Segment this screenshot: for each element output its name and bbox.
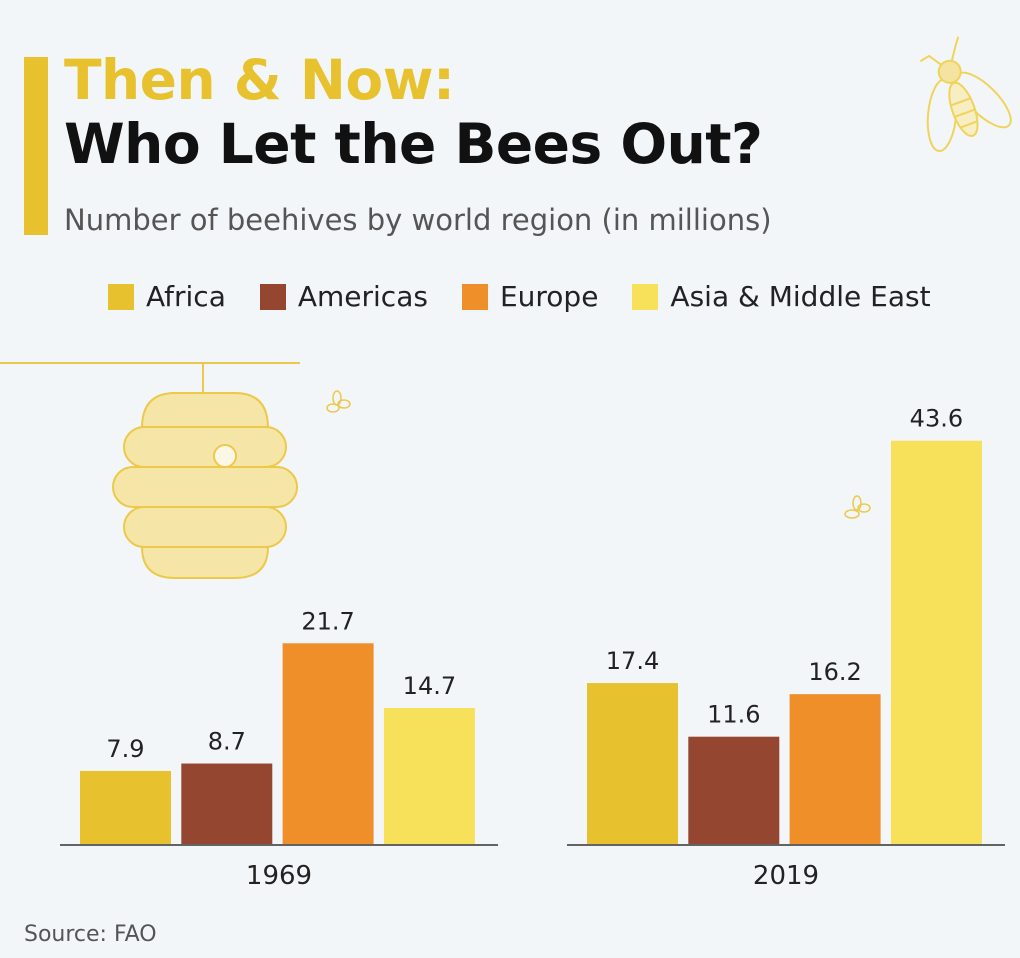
bee-icon (919, 36, 1012, 152)
bar-asia-middle-east-2019 (890, 440, 982, 844)
category-label: 2019 (753, 861, 819, 891)
small-bee-icon (326, 390, 351, 413)
category-label: 1969 (246, 861, 312, 891)
data-label: 8.7 (208, 728, 246, 756)
legend-swatch (259, 283, 286, 310)
legend-label: Asia & Middle East (670, 280, 931, 313)
beehive-icon (0, 362, 300, 579)
data-label: 7.9 (106, 735, 144, 763)
title-line-1: Then & Now: (64, 48, 455, 112)
legend-swatch (632, 283, 659, 310)
legend-item-asia: Asia & Middle East (632, 280, 931, 313)
source-note: Source: FAO (24, 922, 157, 947)
legend-item-europe: Europe (461, 280, 599, 313)
bar-africa-1969 (80, 770, 171, 844)
legend-swatch (461, 283, 488, 310)
legend-swatch (108, 283, 134, 310)
legend-item-africa: Africa (108, 280, 226, 313)
legend-item-americas: Americas (259, 280, 428, 313)
data-label: 14.7 (403, 672, 456, 700)
legend: Africa Americas Europe Asia & Middle Eas… (108, 280, 965, 313)
title-accent-bar (24, 57, 48, 235)
subtitle: Number of beehives by world region (in m… (64, 203, 772, 237)
data-label: 11.6 (707, 701, 760, 729)
page-title: Who Let the Bees Out? (64, 112, 763, 176)
data-label: 43.6 (910, 405, 963, 433)
legend-label: Europe (499, 280, 599, 313)
data-label: 16.2 (808, 658, 861, 686)
legend-label: Americas (297, 280, 428, 313)
bar-europe-2019 (789, 694, 881, 844)
bar-africa-2019 (587, 683, 678, 844)
legend-label: Africa (146, 280, 226, 313)
bar-europe-1969 (282, 643, 374, 844)
small-bee-icon (844, 495, 871, 519)
data-label: 21.7 (301, 607, 354, 635)
data-label: 17.4 (606, 647, 659, 675)
bar-americas-1969 (181, 763, 273, 844)
bar-asia-middle-east-1969 (383, 708, 475, 844)
bar-americas-2019 (688, 736, 780, 844)
